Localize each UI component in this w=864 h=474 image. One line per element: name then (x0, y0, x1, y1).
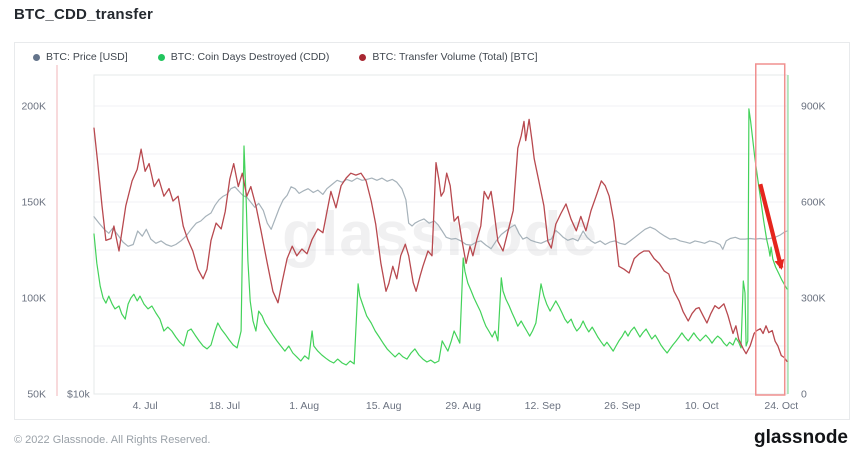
x-axis-tick: 4. Jul (133, 400, 158, 412)
highlight-box-annotation (755, 63, 786, 396)
x-axis-tick: 29. Aug (445, 400, 481, 412)
x-axis-tick: 10. Oct (685, 400, 719, 412)
footer-copyright: © 2022 Glassnode. All Rights Reserved. (14, 434, 211, 446)
price-axis-tick: $10k (67, 389, 91, 401)
x-axis-tick: 24. Oct (764, 400, 798, 412)
legend-label-price: BTC: Price [USD] (46, 51, 128, 63)
glassnode-logo: glassnode (754, 427, 848, 448)
x-axis-tick: 26. Sep (604, 400, 640, 412)
cdd-axis-tick: 0 (801, 389, 807, 401)
chart-card: BTC: Price [USD] BTC: Coin Days Destroye… (14, 42, 850, 420)
x-axis-tick: 1. Aug (289, 400, 319, 412)
price-line (93, 177, 788, 250)
legend-item-cdd[interactable]: BTC: Coin Days Destroyed (CDD) (157, 51, 330, 63)
volume-axis-tick: 200K (21, 101, 46, 113)
chart-plot-area[interactable]: glassnode 200K 150K 100K 50K 900K 600K 300K 0 $10… (15, 43, 849, 419)
x-axis-tick: 15. Aug (366, 400, 402, 412)
x-axis-tick: 12. Sep (525, 400, 561, 412)
cdd-line (93, 108, 788, 366)
volume-axis-tick: 100K (21, 293, 46, 305)
page-title: BTC_CDD_transfer (14, 6, 154, 23)
glassnode-watermark: glassnode (282, 200, 598, 269)
cdd-legend-dot-icon (157, 53, 165, 61)
legend-label-cdd: BTC: Coin Days Destroyed (CDD) (170, 51, 330, 63)
transfer-volume-legend-dot-icon (359, 53, 367, 61)
volume-line (93, 118, 788, 363)
legend-item-transfer-volume[interactable]: BTC: Transfer Volume (Total) [BTC] (359, 51, 538, 63)
legend-label-transfer-volume: BTC: Transfer Volume (Total) [BTC] (372, 51, 538, 63)
cdd-axis-tick: 300K (801, 293, 826, 305)
cdd-axis-tick: 900K (801, 101, 826, 113)
volume-axis-tick: 150K (21, 197, 46, 209)
price-legend-dot-icon (33, 53, 40, 61)
chart-legend: BTC: Price [USD] BTC: Coin Days Destroye… (33, 51, 538, 63)
cdd-axis-tick: 600K (801, 197, 826, 209)
legend-item-price[interactable]: BTC: Price [USD] (33, 51, 128, 63)
x-axis-tick: 18. Jul (209, 400, 240, 412)
volume-axis-tick: 50K (27, 389, 46, 401)
decline-arrow-annotation (758, 183, 785, 270)
